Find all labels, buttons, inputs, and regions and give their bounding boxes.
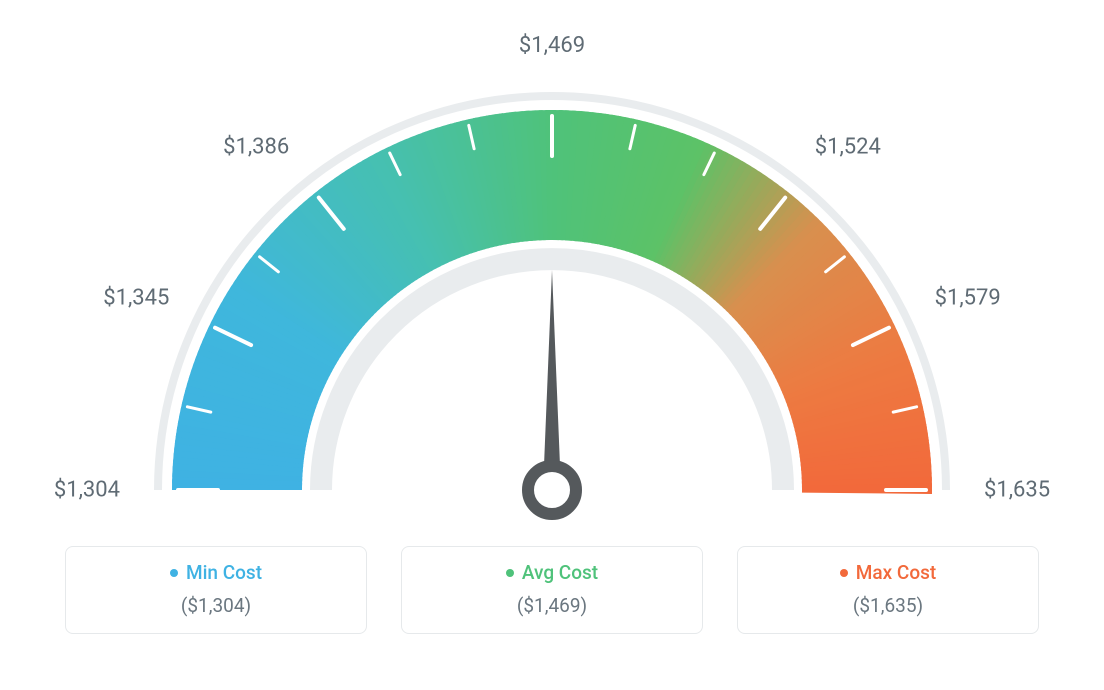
legend-row: Min Cost ($1,304) Avg Cost ($1,469) Max … [0,546,1104,634]
gauge-tick-label: $1,579 [935,285,1001,310]
legend-title-avg: Avg Cost [506,561,598,584]
legend-title-text: Max Cost [856,561,936,584]
gauge-tick-label: $1,635 [984,478,1050,503]
gauge-tick-label: $1,304 [54,478,120,503]
gauge-tick-label: $1,345 [103,285,169,310]
chart-wrapper: $1,304 $1,345 $1,386 $1,469 $1,524 $1,579 $1,6… [0,0,1104,690]
gauge-area: $1,304 $1,345 $1,386 $1,469 $1,524 $1,579 $1,6… [0,0,1104,540]
legend-title-min: Min Cost [170,561,262,584]
legend-card-min: Min Cost ($1,304) [65,546,367,634]
legend-value-max: ($1,635) [748,594,1028,617]
legend-value-avg: ($1,469) [412,594,692,617]
legend-title-max: Max Cost [840,561,936,584]
gauge-svg [0,0,1104,540]
legend-value-min: ($1,304) [76,594,356,617]
gauge-tick-label: $1,469 [519,33,585,58]
gauge-tick-label: $1,386 [223,135,289,160]
bullet-icon [170,569,178,577]
bullet-icon [506,569,514,577]
legend-title-text: Avg Cost [522,561,598,584]
legend-card-avg: Avg Cost ($1,469) [401,546,703,634]
legend-title-text: Min Cost [186,561,262,584]
bullet-icon [840,569,848,577]
gauge-tick-label: $1,524 [815,135,881,160]
legend-card-max: Max Cost ($1,635) [737,546,1039,634]
